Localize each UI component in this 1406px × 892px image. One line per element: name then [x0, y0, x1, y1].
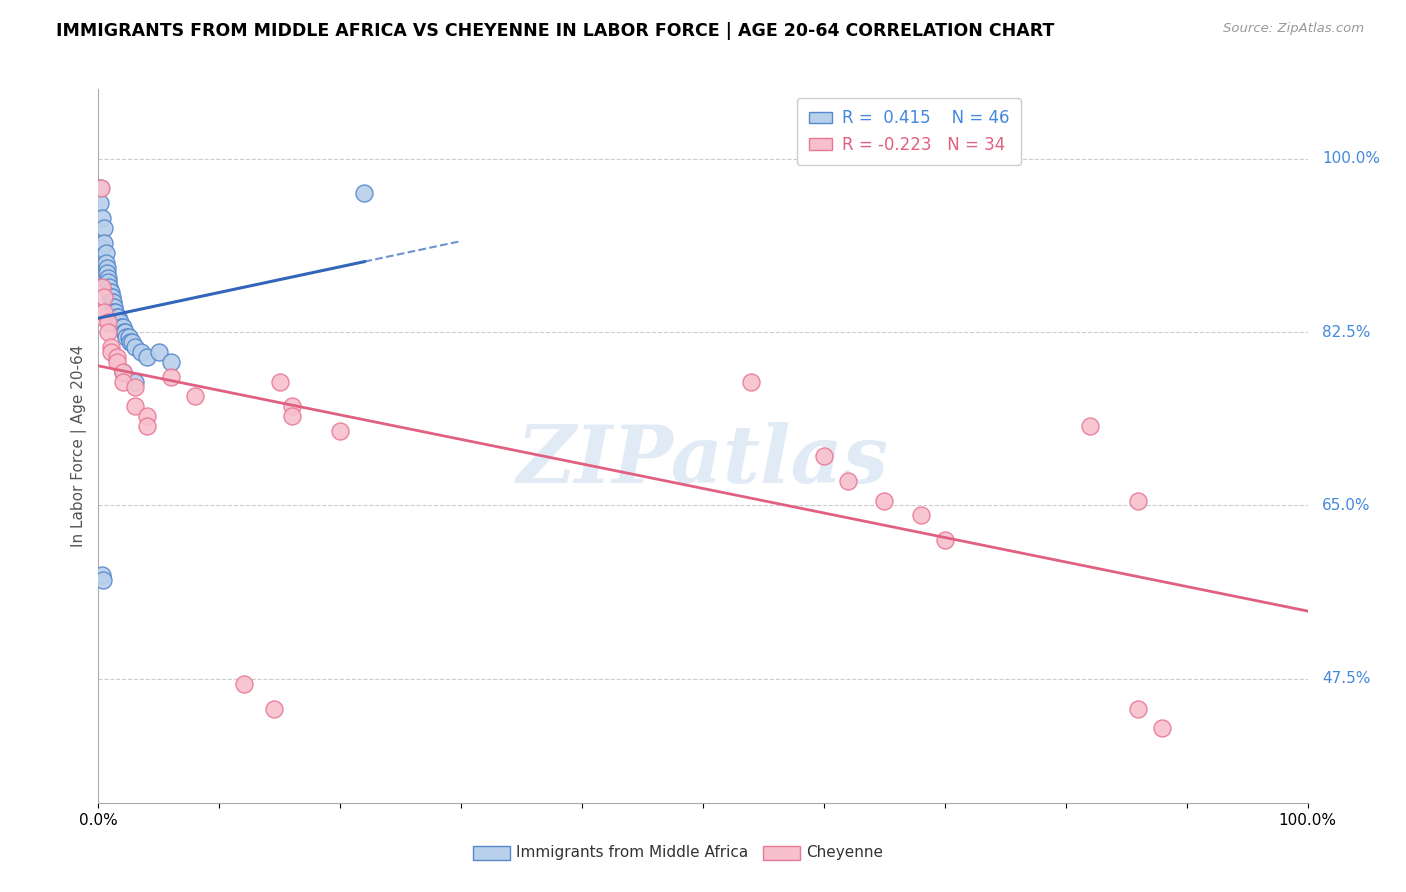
Point [910, 508, 932, 523]
Point [91, 573, 114, 587]
Point [1128, 493, 1150, 508]
Point [934, 533, 956, 548]
Point [135, 409, 157, 424]
Point [135, 419, 157, 434]
Point [93, 221, 115, 235]
FancyBboxPatch shape [474, 846, 509, 860]
Point [105, 310, 128, 325]
Point [112, 325, 135, 339]
Legend: R =  0.415    N = 46, R = -0.223   N = 34: R = 0.415 N = 46, R = -0.223 N = 34 [797, 97, 1021, 165]
Point [1152, 722, 1174, 736]
Point [107, 310, 129, 325]
Point [124, 400, 146, 414]
Point [91, 567, 114, 582]
Point [129, 344, 152, 359]
Point [1128, 701, 1150, 715]
Point [94, 245, 117, 260]
Point [100, 290, 122, 304]
Point [184, 389, 207, 403]
Text: 47.5%: 47.5% [1322, 672, 1371, 687]
Point [100, 295, 122, 310]
Point [329, 424, 352, 438]
Point [93, 290, 115, 304]
Point [118, 334, 141, 349]
Point [103, 300, 125, 314]
Point [135, 350, 157, 364]
Point [108, 315, 131, 329]
Point [93, 235, 115, 250]
Point [101, 295, 124, 310]
Point [353, 186, 375, 201]
Point [98, 280, 121, 294]
Point [100, 340, 122, 354]
Point [91, 280, 114, 294]
Point [108, 315, 131, 329]
Text: Source: ZipAtlas.com: Source: ZipAtlas.com [1223, 22, 1364, 36]
Point [118, 330, 141, 344]
Point [89, 196, 111, 211]
Point [96, 266, 118, 280]
Y-axis label: In Labor Force | Age 20-64: In Labor Force | Age 20-64 [72, 345, 87, 547]
Point [101, 300, 124, 314]
Point [837, 474, 859, 488]
Point [91, 241, 114, 255]
Point [1078, 419, 1101, 434]
Text: 100.0%: 100.0% [1322, 151, 1381, 166]
Point [90, 181, 112, 195]
Point [740, 375, 762, 389]
Point [281, 400, 304, 414]
Text: ZIPatlas: ZIPatlas [517, 422, 889, 499]
Point [232, 677, 254, 691]
Text: 82.5%: 82.5% [1322, 325, 1371, 340]
Point [93, 305, 115, 319]
FancyBboxPatch shape [763, 846, 800, 860]
Point [110, 320, 132, 334]
Point [91, 211, 114, 225]
Point [111, 365, 134, 379]
Point [111, 375, 134, 389]
Point [91, 310, 114, 325]
Text: Cheyenne: Cheyenne [806, 846, 883, 860]
Point [111, 320, 134, 334]
Point [97, 315, 120, 329]
Point [114, 325, 136, 339]
Point [100, 285, 122, 300]
Text: Immigrants from Middle Africa: Immigrants from Middle Africa [516, 846, 748, 860]
Point [97, 325, 120, 339]
Point [103, 305, 125, 319]
Text: IMMIGRANTS FROM MIDDLE AFRICA VS CHEYENNE IN LABOR FORCE | AGE 20-64 CORRELATION: IMMIGRANTS FROM MIDDLE AFRICA VS CHEYENN… [56, 22, 1054, 40]
Point [98, 285, 121, 300]
Point [124, 340, 146, 354]
Point [160, 369, 183, 384]
Point [105, 350, 128, 364]
Point [263, 701, 285, 715]
Point [269, 375, 291, 389]
Point [94, 255, 117, 269]
Point [160, 355, 183, 369]
Point [124, 379, 146, 393]
Point [873, 493, 896, 508]
Point [100, 290, 122, 304]
Point [121, 334, 143, 349]
Point [105, 355, 128, 369]
Point [148, 344, 170, 359]
Point [104, 305, 127, 319]
Point [281, 409, 304, 424]
Point [97, 276, 120, 290]
Point [111, 365, 134, 379]
Point [813, 449, 835, 463]
Point [97, 270, 120, 285]
Point [115, 330, 138, 344]
Point [124, 375, 146, 389]
Point [96, 260, 118, 275]
Point [100, 344, 122, 359]
Point [89, 181, 111, 195]
Text: 65.0%: 65.0% [1322, 498, 1371, 513]
